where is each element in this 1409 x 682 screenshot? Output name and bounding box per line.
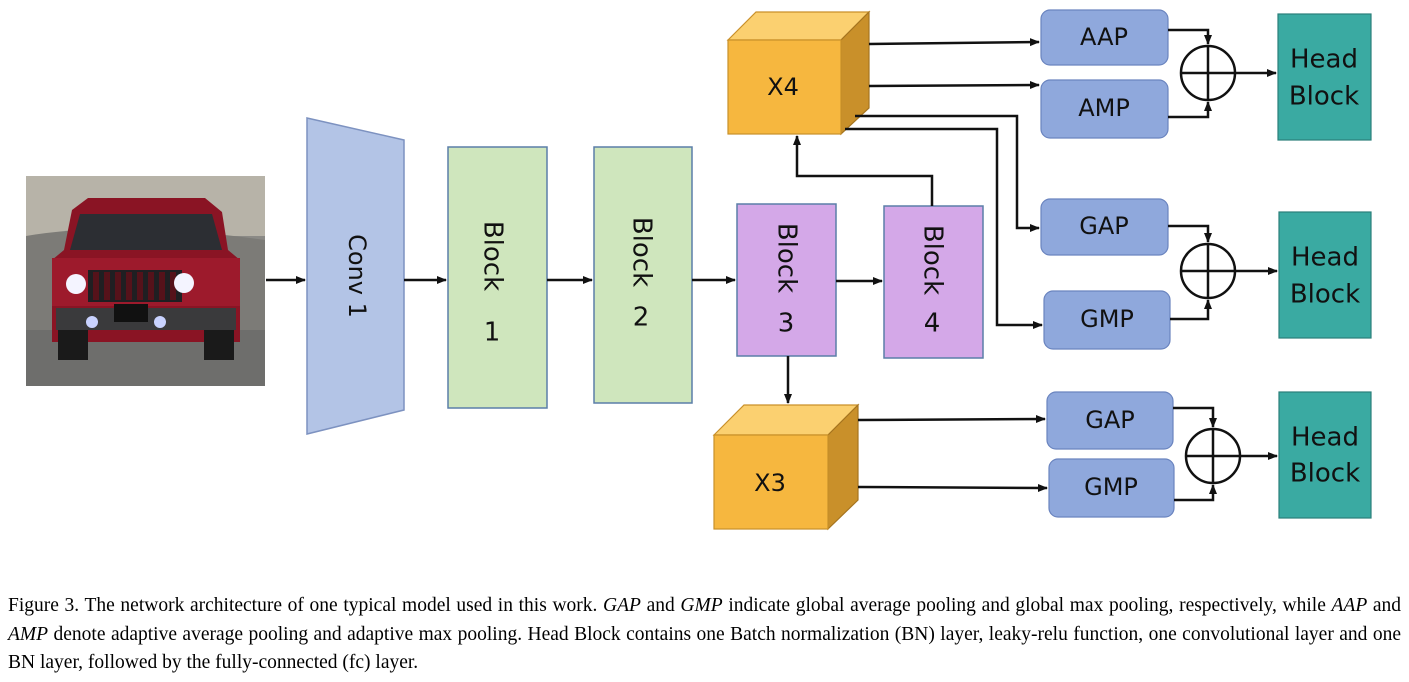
block1-layer xyxy=(447,146,548,409)
head-block-3-label-line1: Head xyxy=(1291,423,1359,453)
block1-label-number: 1 xyxy=(484,318,501,348)
block3-label-number: 3 xyxy=(778,309,795,339)
head-block-3-label-line2: Block xyxy=(1290,459,1360,489)
head-block-2-label-line1: Head xyxy=(1291,243,1359,273)
head-block-1 xyxy=(1277,13,1372,141)
caption-gap: GAP xyxy=(603,595,641,616)
caption-and1: and xyxy=(646,595,675,616)
x3-label: X3 xyxy=(754,469,786,497)
caption-and2: and xyxy=(1372,595,1402,616)
x4-feature-cube xyxy=(726,10,871,136)
block4-label-number: 4 xyxy=(924,309,941,339)
gmp-low-box xyxy=(1048,458,1175,518)
caption-mid1: indicate global average pooling and glob… xyxy=(728,595,1326,616)
caption-aap: AAP xyxy=(1331,595,1368,616)
car-headlight-right xyxy=(174,273,194,293)
block2-label-number: 2 xyxy=(633,303,650,333)
gap-mid-label: GAP xyxy=(1079,212,1129,240)
network-diagram: Conv 1 Block 1 Block 2 Block 3 Block 4 X… xyxy=(26,9,1372,531)
caption-gmp: GMP xyxy=(680,595,723,616)
car-grille xyxy=(88,270,182,302)
amp-box xyxy=(1040,79,1169,139)
input-car-image xyxy=(26,176,265,386)
figure-caption: Figure 3. The network architecture of on… xyxy=(8,592,1401,678)
conv1-layer xyxy=(306,117,405,435)
conv1-label: Conv 1 xyxy=(343,234,371,318)
block1-label-word: Block xyxy=(478,221,508,291)
x3-feature-cube xyxy=(712,403,860,531)
amp-label: AMP xyxy=(1078,94,1130,122)
gap-low-label: GAP xyxy=(1085,406,1135,434)
head-block-2-label-line2: Block xyxy=(1290,280,1360,310)
connections xyxy=(266,28,1278,502)
aap-label: AAP xyxy=(1080,23,1128,51)
block4-label-word: Block xyxy=(918,225,948,295)
car-windshield xyxy=(70,214,222,250)
car-headlight-left xyxy=(66,274,86,294)
block3-label-word: Block xyxy=(772,223,802,293)
head-block-1-label-line2: Block xyxy=(1289,82,1359,112)
gmp-low-label: GMP xyxy=(1084,473,1138,501)
head-block-2 xyxy=(1278,211,1372,339)
head-block-1-label-line1: Head xyxy=(1290,45,1358,75)
block2-label-word: Block xyxy=(627,217,657,287)
x4-label: X4 xyxy=(767,73,799,101)
caption-prefix: Figure 3. The network architecture of on… xyxy=(8,595,598,616)
aap-box xyxy=(1040,9,1169,66)
block2-layer xyxy=(593,146,693,404)
head-block-3 xyxy=(1278,391,1372,519)
gap-low-box xyxy=(1046,391,1174,450)
gmp-mid-label: GMP xyxy=(1080,305,1134,333)
block4-layer xyxy=(883,205,984,359)
caption-suffix: denote adaptive average pooling and adap… xyxy=(8,623,1402,674)
caption-amp: AMP xyxy=(8,623,49,645)
